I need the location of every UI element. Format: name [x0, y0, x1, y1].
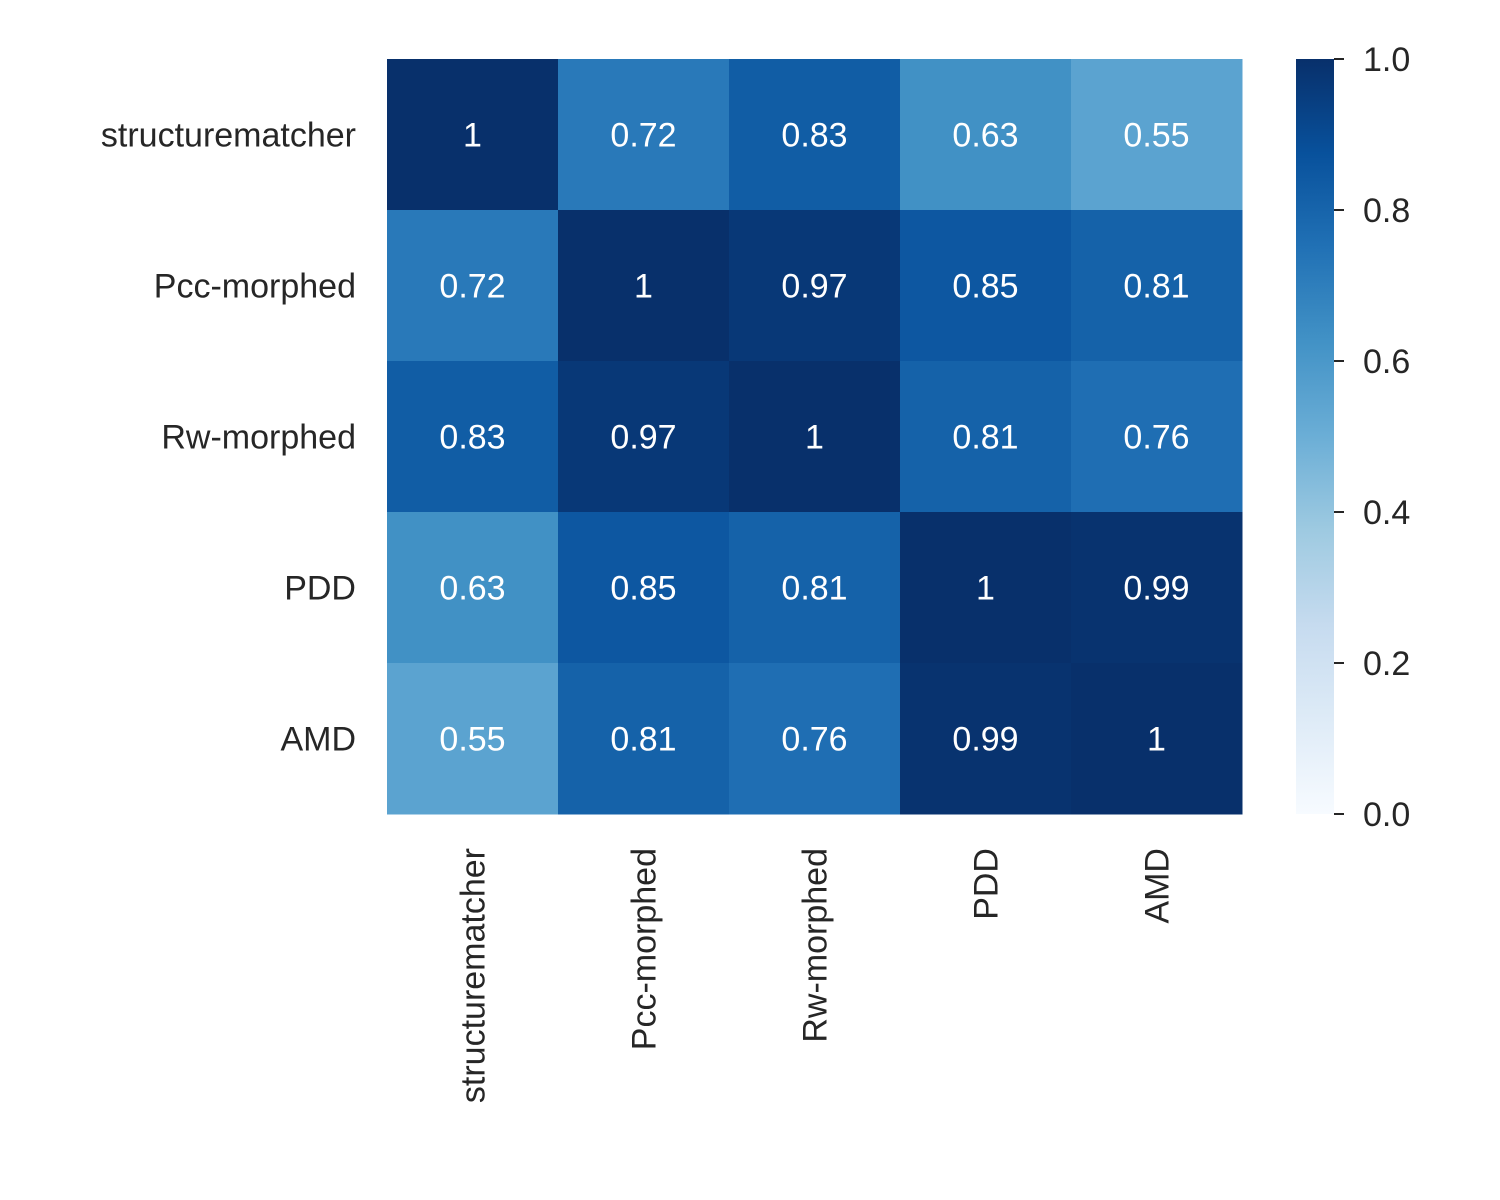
cell-annotation-0-0: 1	[463, 117, 482, 155]
cell-annotation-4-1: 0.81	[610, 721, 676, 759]
y-axis-tick-labels: structurematcher Pcc-morphed Rw-morphed PDD…	[101, 117, 356, 759]
cell-annotation-0-4: 0.55	[1123, 117, 1189, 155]
cell-annotation-3-2: 0.81	[781, 570, 847, 608]
cell-annotation-1-0: 0.72	[439, 268, 505, 306]
cell-annotation-3-4: 0.99	[1123, 570, 1189, 608]
x-tick-label-2: Rw-morphed	[797, 848, 835, 1043]
heatmap-cell-1-1	[558, 210, 730, 362]
heatmap-cell-1-0	[387, 210, 559, 362]
cell-annotation-3-0: 0.63	[439, 570, 505, 608]
cell-annotation-2-2: 1	[805, 419, 824, 457]
cell-annotation-1-4: 0.81	[1123, 268, 1189, 306]
y-tick-label-0: structurematcher	[101, 117, 356, 155]
heatmap-cell-0-4	[1071, 59, 1243, 211]
colorbar-tick-label-4: 0.8	[1363, 192, 1410, 230]
heatmap-cell-3-4	[1071, 512, 1243, 664]
cell-annotation-3-3: 1	[976, 570, 995, 608]
heatmap-cell-0-0	[387, 59, 559, 211]
cell-annotation-1-1: 1	[634, 268, 653, 306]
heatmap-cell-0-3	[900, 59, 1072, 211]
x-tick-label-0: structurematcher	[455, 848, 493, 1103]
heatmap-cell-2-0	[387, 361, 559, 513]
heatmap-cell-3-3	[900, 512, 1072, 664]
heatmap-cell-3-2	[729, 512, 901, 664]
heatmap-cell-3-1	[558, 512, 730, 664]
colorbar-gradient	[1296, 59, 1334, 814]
colorbar-tick-label-5: 1.0	[1363, 41, 1410, 79]
y-tick-label-1: Pcc-morphed	[154, 268, 356, 306]
cell-annotation-3-1: 0.85	[610, 570, 676, 608]
heatmap-cell-2-4	[1071, 361, 1243, 513]
heatmap-cell-0-2	[729, 59, 901, 211]
heatmap-cell-3-0	[387, 512, 559, 664]
heatmap-cell-4-4	[1071, 663, 1243, 815]
heatmap-cell-1-3	[900, 210, 1072, 362]
cell-annotation-2-3: 0.81	[952, 419, 1018, 457]
y-tick-label-2: Rw-morphed	[161, 419, 356, 457]
cell-annotation-2-4: 0.76	[1123, 419, 1189, 457]
colorbar-tick-label-0: 0.0	[1363, 796, 1410, 834]
cell-annotation-1-3: 0.85	[952, 268, 1018, 306]
heatmap-cell-1-2	[729, 210, 901, 362]
heatmap-cell-4-0	[387, 663, 559, 815]
x-tick-label-4: AMD	[1139, 848, 1177, 924]
cell-annotation-2-1: 0.97	[610, 419, 676, 457]
heatmap-cell-0-1	[558, 59, 730, 211]
cell-annotation-1-2: 0.97	[781, 268, 847, 306]
heatmap-cell-2-2	[729, 361, 901, 513]
heatmap-cell-2-1	[558, 361, 730, 513]
cell-annotation-4-4: 1	[1147, 721, 1166, 759]
x-tick-label-3: PDD	[968, 848, 1006, 920]
cell-annotation-4-3: 0.99	[952, 721, 1018, 759]
x-tick-label-1: Pcc-morphed	[626, 848, 664, 1050]
cell-annotation-4-0: 0.55	[439, 721, 505, 759]
heatmap-cell-4-2	[729, 663, 901, 815]
heatmap-cell-2-3	[900, 361, 1072, 513]
colorbar: 0.0 0.2 0.4 0.6 0.8 1.0	[1296, 41, 1410, 834]
y-tick-label-4: AMD	[280, 721, 356, 759]
colorbar-tick-label-3: 0.6	[1363, 343, 1410, 381]
cell-annotation-0-1: 0.72	[610, 117, 676, 155]
cell-annotation-4-2: 0.76	[781, 721, 847, 759]
x-axis-tick-labels: structurematcher Pcc-morphed Rw-morphed PDD…	[455, 848, 1177, 1103]
y-tick-label-3: PDD	[284, 570, 356, 608]
heatmap-cells	[387, 59, 1243, 815]
cell-annotation-2-0: 0.83	[439, 419, 505, 457]
colorbar-tick-label-2: 0.4	[1363, 494, 1410, 532]
heatmap-cell-4-1	[558, 663, 730, 815]
heatmap-cell-4-3	[900, 663, 1072, 815]
cell-annotation-0-3: 0.63	[952, 117, 1018, 155]
cell-annotation-0-2: 0.83	[781, 117, 847, 155]
colorbar-tick-label-1: 0.2	[1363, 645, 1410, 683]
heatmap-cell-1-4	[1071, 210, 1243, 362]
heatmap-annotations: 1 0.72 0.83 0.63 0.55 0.72 1 0.97 0.85 0.81 0.83 0.…	[439, 117, 1189, 759]
